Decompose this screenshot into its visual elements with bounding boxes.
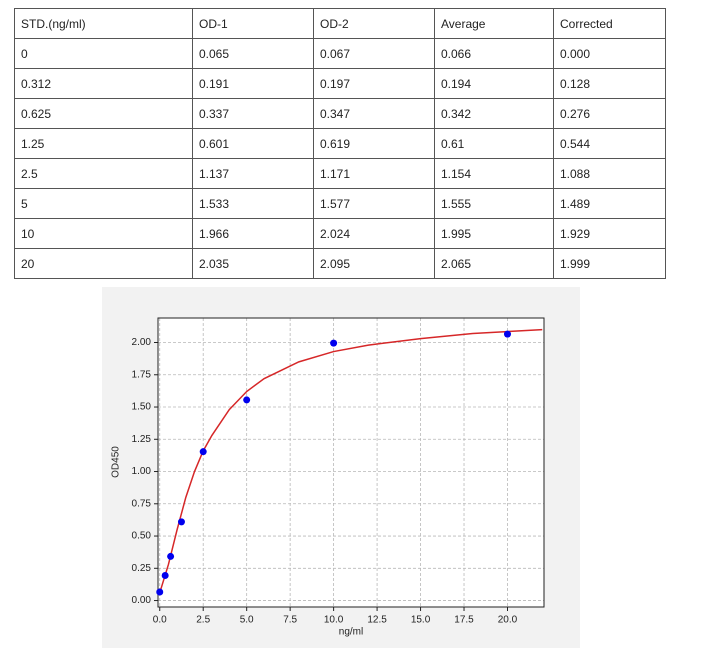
data-point xyxy=(243,396,251,404)
table-row: 20 2.035 2.095 2.065 1.999 xyxy=(14,248,666,279)
table-row: 0.312 0.191 0.197 0.194 0.128 xyxy=(14,68,666,99)
table-cell: 5 xyxy=(14,188,193,219)
table-cell: Corrected xyxy=(553,8,666,39)
y-tick-label: 1.75 xyxy=(132,369,152,380)
table-cell: 10 xyxy=(14,218,193,249)
data-point xyxy=(177,518,185,526)
table-cell: 0.067 xyxy=(313,38,435,69)
table-cell: 0.342 xyxy=(434,98,554,129)
table-cell: 1.929 xyxy=(553,218,666,249)
table-cell: STD.(ng/ml) xyxy=(14,8,193,39)
x-tick-label: 17.5 xyxy=(454,615,474,626)
table-cell: OD-1 xyxy=(192,8,314,39)
table-cell: 0.276 xyxy=(553,98,666,129)
x-tick-label: 0.0 xyxy=(153,615,167,626)
data-point xyxy=(156,588,164,596)
table-cell: 0.065 xyxy=(192,38,314,69)
table-cell: 0.347 xyxy=(313,98,435,129)
table-cell: 1.555 xyxy=(434,188,554,219)
data-point xyxy=(199,448,207,456)
table-body: STD.(ng/ml) OD-1 OD-2 Average Corrected 0 0.06… xyxy=(14,8,666,279)
table-cell: 1.154 xyxy=(434,158,554,189)
header-row: STD.(ng/ml) OD-1 OD-2 Average Corrected xyxy=(14,8,666,39)
chart: ng/ml OD450 0.0 2.5 5.0 7.5 10.0 12.5 15.0 17.5… xyxy=(102,287,580,648)
y-tick-label: 1.25 xyxy=(132,434,152,445)
plot-frame xyxy=(157,317,545,608)
table-cell: 0.625 xyxy=(14,98,193,129)
table-cell: 1.25 xyxy=(14,128,193,159)
y-tick-label: 1.00 xyxy=(132,466,152,477)
y-tick-label: 0.25 xyxy=(132,563,152,574)
table-cell: 2.5 xyxy=(14,158,193,189)
table-cell: 1.489 xyxy=(553,188,666,219)
x-tick-label: 2.5 xyxy=(196,615,210,626)
plot-area xyxy=(158,318,544,607)
x-tick-label: 10.0 xyxy=(324,615,344,626)
table-cell: 2.024 xyxy=(313,218,435,249)
table-cell: 20 xyxy=(14,248,193,279)
table-cell: 0.337 xyxy=(192,98,314,129)
table-cell: 1.995 xyxy=(434,218,554,249)
table-cell: 0.066 xyxy=(434,38,554,69)
table-cell: 1.088 xyxy=(553,158,666,189)
table-row: 0.625 0.337 0.347 0.342 0.276 xyxy=(14,98,666,129)
data-point xyxy=(503,330,511,338)
table-cell: 2.035 xyxy=(192,248,314,279)
x-tick-label: 12.5 xyxy=(367,615,387,626)
table-row: 5 1.533 1.577 1.555 1.489 xyxy=(14,188,666,219)
y-tick-label: 1.50 xyxy=(132,402,152,413)
table-cell: 1.533 xyxy=(192,188,314,219)
x-tick-label: 15.0 xyxy=(411,615,431,626)
y-tick-label: 0.50 xyxy=(132,531,152,542)
x-tick-label: 7.5 xyxy=(283,615,297,626)
x-tick-label: 5.0 xyxy=(240,615,254,626)
y-tick-label: 0.75 xyxy=(132,498,152,509)
table-cell: 1.577 xyxy=(313,188,435,219)
table-cell: 1.999 xyxy=(553,248,666,279)
table-cell: 0.544 xyxy=(553,128,666,159)
y-tick-label: 0.00 xyxy=(132,595,152,606)
data-point xyxy=(330,339,338,347)
x-axis-label: ng/ml xyxy=(339,627,363,638)
table-cell: 0.000 xyxy=(553,38,666,69)
table-cell: 0.128 xyxy=(553,68,666,99)
table-row: 1.25 0.601 0.619 0.61 0.544 xyxy=(14,128,666,159)
table-cell: 1.137 xyxy=(192,158,314,189)
table-cell: 0.312 xyxy=(14,68,193,99)
fit-curve xyxy=(159,328,543,594)
table-cell: 0 xyxy=(14,38,193,69)
data-point xyxy=(161,572,169,580)
table-cell: OD-2 xyxy=(313,8,435,39)
x-tick-label: 20.0 xyxy=(498,615,518,626)
data-table: STD.(ng/ml) OD-1 OD-2 Average Corrected 0 0.06… xyxy=(14,8,666,279)
table-cell: 1.171 xyxy=(313,158,435,189)
y-tick-label: 2.00 xyxy=(132,337,152,348)
table-cell: 0.197 xyxy=(313,68,435,99)
table-row: 0 0.065 0.067 0.066 0.000 xyxy=(14,38,666,69)
table-cell: 0.619 xyxy=(313,128,435,159)
table-cell: 2.065 xyxy=(434,248,554,279)
table-row: 10 1.966 2.024 1.995 1.929 xyxy=(14,218,666,249)
table-cell: 0.191 xyxy=(192,68,314,99)
y-axis-label: OD450 xyxy=(111,446,122,478)
table-cell: 0.61 xyxy=(434,128,554,159)
table-row: 2.5 1.137 1.171 1.154 1.088 xyxy=(14,158,666,189)
table-cell: 0.601 xyxy=(192,128,314,159)
table-cell: 2.095 xyxy=(313,248,435,279)
table-cell: Average xyxy=(434,8,554,39)
table-cell: 1.966 xyxy=(192,218,314,249)
table-cell: 0.194 xyxy=(434,68,554,99)
data-point xyxy=(167,552,175,560)
